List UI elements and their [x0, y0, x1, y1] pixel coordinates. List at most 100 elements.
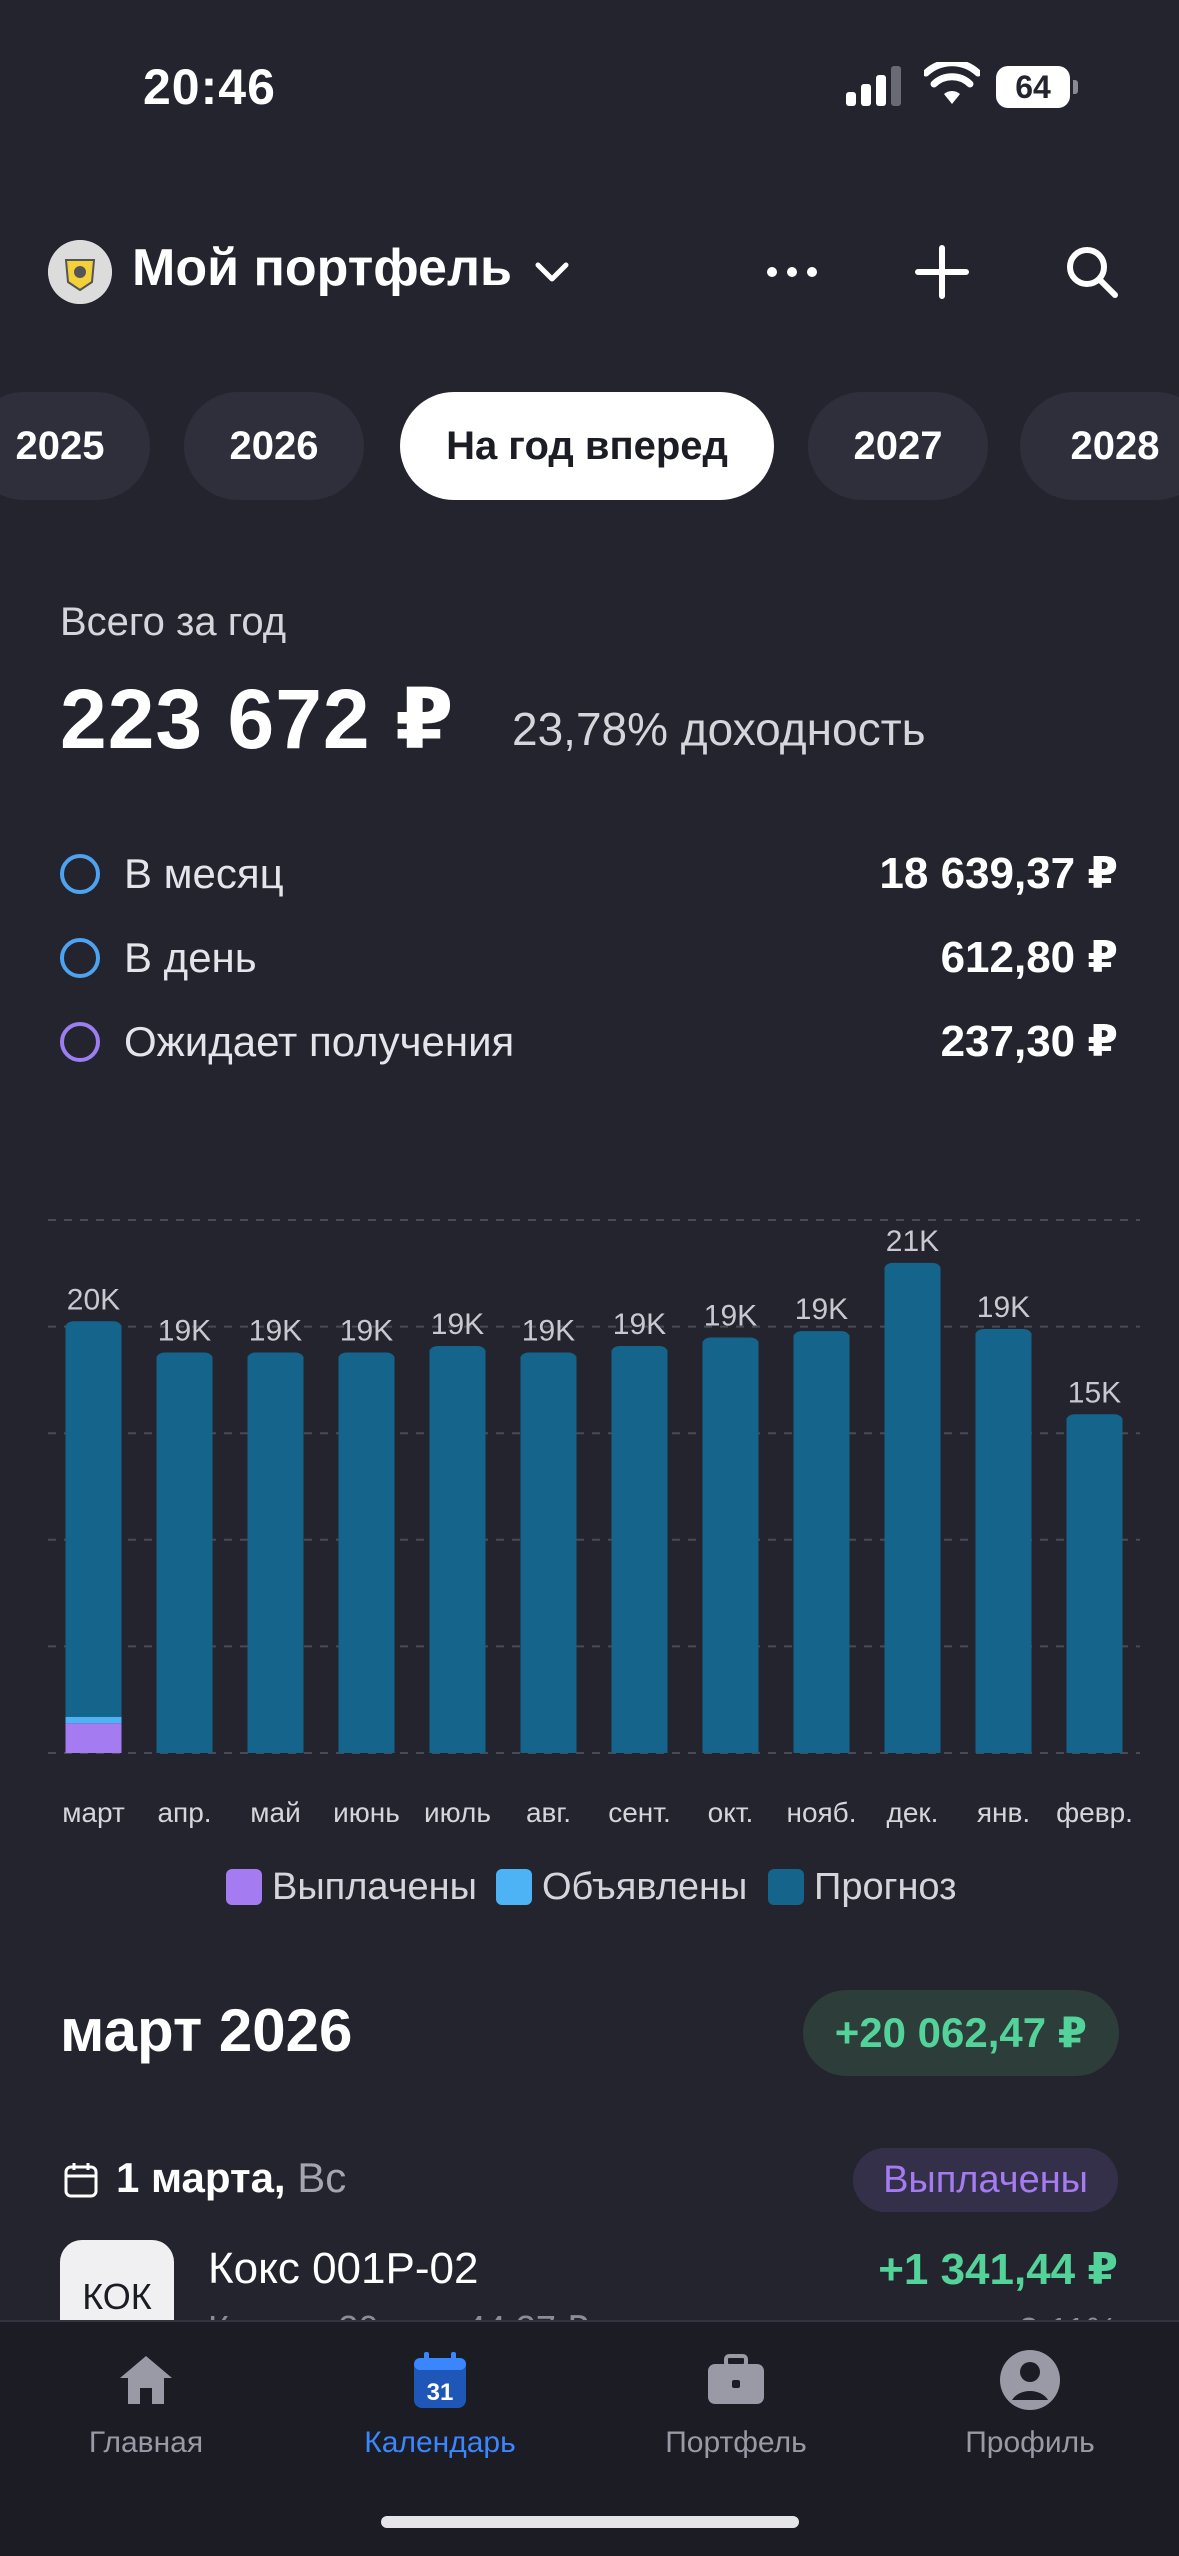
briefcase-icon: [708, 2354, 764, 2404]
bar-forecast[interactable]: [975, 1332, 1032, 1753]
bar-value-label: 19K: [340, 1314, 393, 1347]
profile-icon: [1000, 2350, 1060, 2410]
x-tick-label: апр.: [157, 1797, 211, 1828]
tab-portfolio[interactable]: Портфель: [616, 2348, 856, 2488]
bar-cap: [156, 1352, 213, 1365]
bar-forecast[interactable]: [247, 1356, 304, 1753]
add-icon[interactable]: [912, 242, 972, 302]
legend-forecast: Прогноз: [768, 1862, 957, 1912]
summary-total: 223 672 ₽: [60, 672, 455, 766]
search-icon[interactable]: [1062, 242, 1122, 302]
home-icon: [120, 2356, 172, 2404]
bar-announced[interactable]: [65, 1716, 122, 1724]
legend-paid: Выплачены: [226, 1862, 477, 1912]
x-tick-label: сент.: [608, 1797, 671, 1828]
bar-forecast[interactable]: [884, 1266, 941, 1753]
tab-2028[interactable]: 2028: [1020, 392, 1179, 500]
bar-cap: [975, 1328, 1032, 1341]
bar-cap: [702, 1337, 759, 1350]
portfolio-header: Мой портфель: [0, 220, 1179, 320]
status-dot-icon: [60, 1022, 100, 1062]
x-tick-label: окт.: [708, 1797, 754, 1828]
stat-row-day: В день 612,80 ₽: [60, 928, 1118, 984]
bar-cap: [611, 1346, 668, 1359]
more-icon[interactable]: [762, 242, 822, 302]
tab-calendar[interactable]: 31 Календарь: [320, 2348, 560, 2488]
bar-cap: [520, 1352, 577, 1365]
bar-cap: [247, 1352, 304, 1365]
x-tick-label: нояб.: [786, 1797, 856, 1828]
stat-row-pending: Ожидает получения 237,30 ₽: [60, 1012, 1118, 1068]
dividend-chart: 20K март 19K апр. 19K май 19K июнь 19K июль 19K авг…: [48, 1219, 1140, 1828]
bar-value-label: 19K: [795, 1293, 848, 1326]
bar-forecast[interactable]: [156, 1356, 213, 1753]
x-tick-label: февр.: [1056, 1797, 1133, 1828]
tab-2026[interactable]: 2026: [184, 392, 364, 500]
bar-value-label: 19K: [977, 1291, 1030, 1324]
bar-forecast[interactable]: [520, 1356, 577, 1753]
payment-amount: +1 341,44 ₽: [878, 2245, 1118, 2294]
bar-cap: [65, 1321, 122, 1334]
battery-level: 64: [996, 66, 1070, 108]
chart-legend: Выплачены Объявлены Прогноз: [0, 1862, 1179, 1912]
summary-yield: 23,78% доходность: [512, 703, 926, 755]
stat-row-month: В месяц 18 639,37 ₽: [60, 844, 1118, 900]
tab-profile[interactable]: Профиль: [910, 2348, 1150, 2488]
bar-forecast[interactable]: [793, 1335, 850, 1753]
wifi-icon: [924, 62, 980, 104]
tab-year-ahead[interactable]: На год вперед: [400, 392, 774, 500]
bar-cap: [793, 1331, 850, 1344]
bar-paid[interactable]: [65, 1723, 122, 1753]
summary-label: Всего за год: [60, 600, 287, 644]
legend-announced: Объявлены: [496, 1862, 747, 1912]
x-tick-label: июль: [424, 1797, 491, 1828]
stat-value: 237,30 ₽: [940, 1017, 1118, 1066]
bar-forecast[interactable]: [65, 1325, 122, 1717]
month-title: март 2026: [60, 1997, 353, 2064]
bar-cap: [1066, 1414, 1123, 1427]
cellular-signal-icon: [846, 66, 901, 106]
bar-value-label: 19K: [522, 1314, 575, 1347]
portfolio-title[interactable]: Мой портфель: [132, 239, 512, 297]
x-tick-label: авг.: [526, 1797, 571, 1828]
status-bar: 20:46 64: [0, 0, 1179, 180]
bar-forecast[interactable]: [702, 1341, 759, 1753]
bar-cap: [884, 1262, 941, 1275]
svg-text:31: 31: [427, 2379, 454, 2406]
payment-date: 1 марта, Вс: [116, 2154, 347, 2201]
date-row: 1 марта, Вс Выплачены: [60, 2148, 1118, 2212]
stat-value: 18 639,37 ₽: [879, 849, 1118, 898]
bar-cap: [429, 1346, 486, 1359]
calendar-small-icon: [64, 2163, 98, 2198]
bar-forecast[interactable]: [338, 1356, 395, 1753]
security-name: Кокс 001P-02: [208, 2244, 479, 2293]
x-tick-label: дек.: [887, 1797, 939, 1828]
tab-2025[interactable]: 2025: [0, 392, 150, 500]
month-total-badge: +20 062,47 ₽: [802, 1990, 1119, 2076]
stat-label: В месяц: [124, 850, 284, 897]
tab-2027[interactable]: 2027: [808, 392, 988, 500]
bar-forecast[interactable]: [611, 1350, 668, 1753]
chevron-down-icon[interactable]: [530, 250, 574, 294]
bar-cap: [338, 1352, 395, 1365]
paid-status-badge: Выплачены: [853, 2148, 1118, 2212]
bar-forecast[interactable]: [1066, 1418, 1123, 1753]
year-tabs: 2025 2026 На год вперед 2027 2028: [0, 392, 1179, 500]
x-tick-label: янв.: [977, 1797, 1030, 1828]
bar-value-label: 21K: [886, 1225, 939, 1258]
status-time: 20:46: [143, 59, 276, 115]
bar-value-label: 19K: [613, 1308, 666, 1341]
stat-value: 612,80 ₽: [940, 933, 1118, 982]
status-dot-icon: [60, 854, 100, 894]
bar-forecast[interactable]: [429, 1350, 486, 1753]
status-dot-icon: [60, 938, 100, 978]
bar-value-label: 19K: [158, 1314, 211, 1347]
home-indicator: [381, 2516, 799, 2528]
tab-home[interactable]: Главная: [26, 2348, 266, 2488]
x-tick-label: май: [250, 1797, 300, 1828]
bar-value-label: 19K: [704, 1300, 757, 1333]
calendar-icon: 31: [414, 2352, 466, 2408]
x-tick-label: март: [62, 1797, 125, 1828]
stat-label: В день: [124, 934, 257, 981]
bar-value-label: 19K: [249, 1314, 302, 1347]
